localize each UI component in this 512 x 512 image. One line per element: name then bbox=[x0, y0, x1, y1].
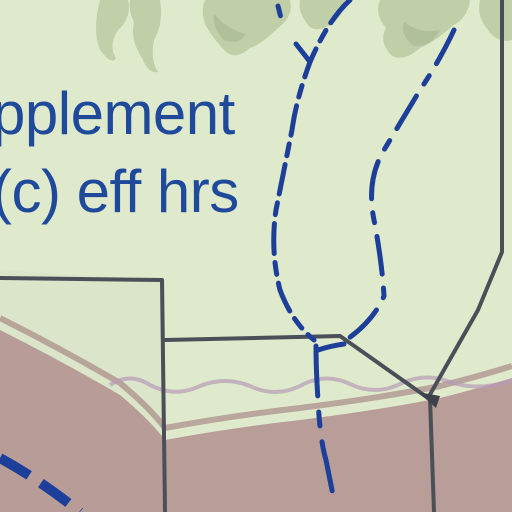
terrain-shadow bbox=[213, 14, 440, 47]
restricted-band-east bbox=[165, 378, 512, 512]
airspace-south-leg bbox=[313, 343, 337, 503]
boundary-line-center bbox=[163, 334, 430, 400]
airspace-main-arc bbox=[271, 0, 353, 343]
boundary-line-west bbox=[0, 276, 167, 512]
airway-dashed-line bbox=[0, 453, 84, 512]
airspace-boundaries bbox=[271, 0, 457, 503]
restricted-band bbox=[0, 330, 165, 512]
road-diagonal bbox=[426, 0, 504, 400]
road-junction-marker bbox=[418, 392, 440, 408]
airspace-dash-top bbox=[275, 3, 285, 25]
boundary-line-south bbox=[428, 396, 436, 512]
restricted-band-edge bbox=[0, 315, 512, 432]
airspace-south-branch bbox=[315, 341, 347, 353]
airspace-east-arc bbox=[337, 27, 457, 347]
airspace-label-line-2: (c) eff hrs bbox=[0, 158, 239, 225]
airspace-label-line-1: pplement bbox=[0, 80, 235, 147]
